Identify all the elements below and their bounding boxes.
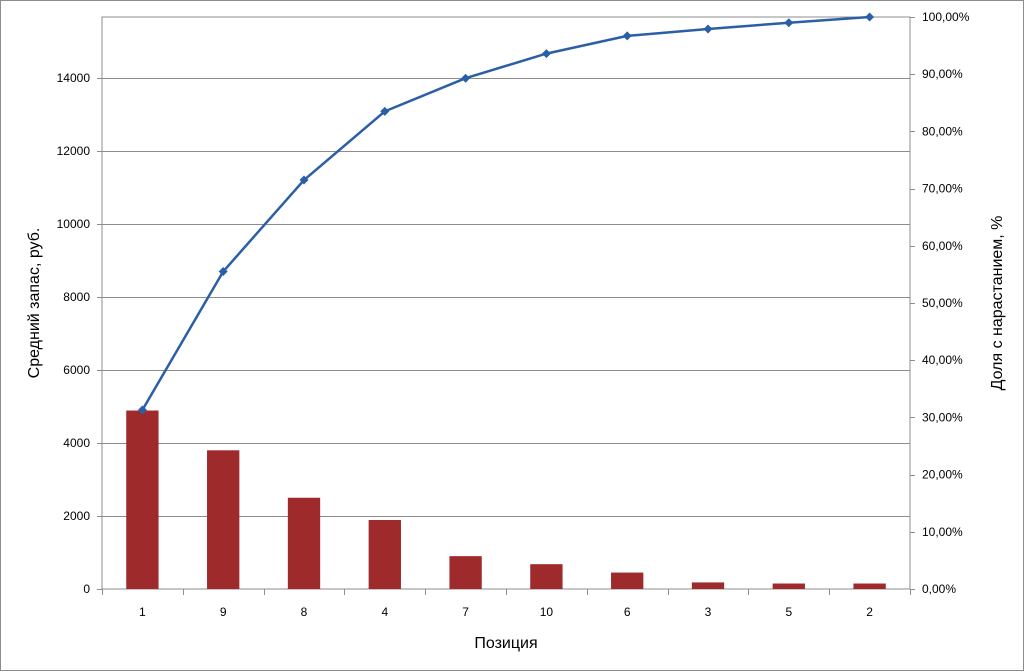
y-tick-label-7: 14000	[57, 71, 91, 85]
bar-10	[530, 564, 563, 589]
x-tick-label-8: 8	[301, 605, 308, 619]
cumulative-line	[141, 15, 870, 411]
y2-axis-title: Доля с нарастанием, %	[989, 216, 1006, 391]
y2-tick-label-4: 40,00%	[922, 353, 963, 367]
line-point-9	[218, 267, 228, 277]
y-axis-tick-labels: 0 2000 4000 6000 8000 10000 12000 14000	[57, 71, 91, 596]
x-axis-title: Позиция	[474, 635, 537, 652]
y2-tick-label-2: 20,00%	[922, 468, 963, 482]
y-tick-label-4: 8000	[63, 290, 90, 304]
y-tick-label-6: 12000	[57, 144, 91, 158]
y2-tick-label-8: 80,00%	[922, 124, 963, 138]
line-point-8	[299, 175, 309, 185]
y-tick-label-3: 6000	[63, 363, 90, 377]
line-point-3	[703, 24, 713, 34]
x-tick-label-5: 5	[785, 605, 792, 619]
x-axis-tick-labels: 1 9 8 4 7 10 6 3 5 2	[139, 605, 873, 619]
y-tick-label-5: 10000	[57, 217, 91, 231]
y2-tick-label-5: 50,00%	[922, 296, 963, 310]
line-point-5	[784, 18, 794, 28]
y2-tick-label-0: 0,00%	[922, 582, 956, 596]
x-tick-label-4: 4	[381, 605, 388, 619]
line-point-1	[137, 405, 147, 415]
y2-axis-tick-labels: 0,00% 10,00% 20,00% 30,00% 40,00% 50,00% 60,00…	[922, 10, 970, 596]
bar-1	[126, 410, 159, 589]
axes	[97, 17, 915, 595]
x-tick-label-3: 3	[705, 605, 712, 619]
bar-4	[368, 520, 401, 589]
grid-lines	[102, 78, 910, 517]
x-tick-label-10: 10	[540, 605, 554, 619]
y2-tick-label-6: 60,00%	[922, 239, 963, 253]
cumulative-line-series	[137, 12, 875, 415]
y2-tick-label-7: 70,00%	[922, 182, 963, 196]
bar-series	[126, 410, 886, 589]
bar-7	[449, 556, 482, 589]
y2-tick-label-1: 10,00%	[922, 525, 963, 539]
line-point-4	[380, 106, 390, 116]
bar-8	[287, 497, 321, 589]
x-tick-label-1: 1	[139, 605, 146, 619]
y-tick-label-0: 0	[83, 582, 90, 596]
bar-5	[772, 583, 805, 589]
line-point-10	[541, 49, 551, 59]
line-point-7	[461, 73, 471, 83]
line-point-2	[865, 12, 875, 22]
bar-3	[691, 582, 725, 589]
y-tick-label-2: 4000	[63, 436, 90, 450]
y2-tick-label-3: 30,00%	[922, 410, 963, 424]
line-point-6	[622, 31, 632, 41]
bar-2	[853, 583, 886, 589]
y-tick-label-1: 2000	[63, 509, 90, 523]
x-tick-label-7: 7	[462, 605, 469, 619]
bar-9	[207, 450, 240, 589]
y-axis-title: Средний запас, руб.	[26, 228, 43, 379]
y2-tick-label-9: 90,00%	[922, 67, 963, 81]
x-tick-label-6: 6	[624, 605, 631, 619]
bar-6	[611, 572, 644, 589]
x-tick-label-2: 2	[866, 605, 873, 619]
x-tick-label-9: 9	[220, 605, 227, 619]
y2-tick-label-10: 100,00%	[922, 10, 970, 24]
